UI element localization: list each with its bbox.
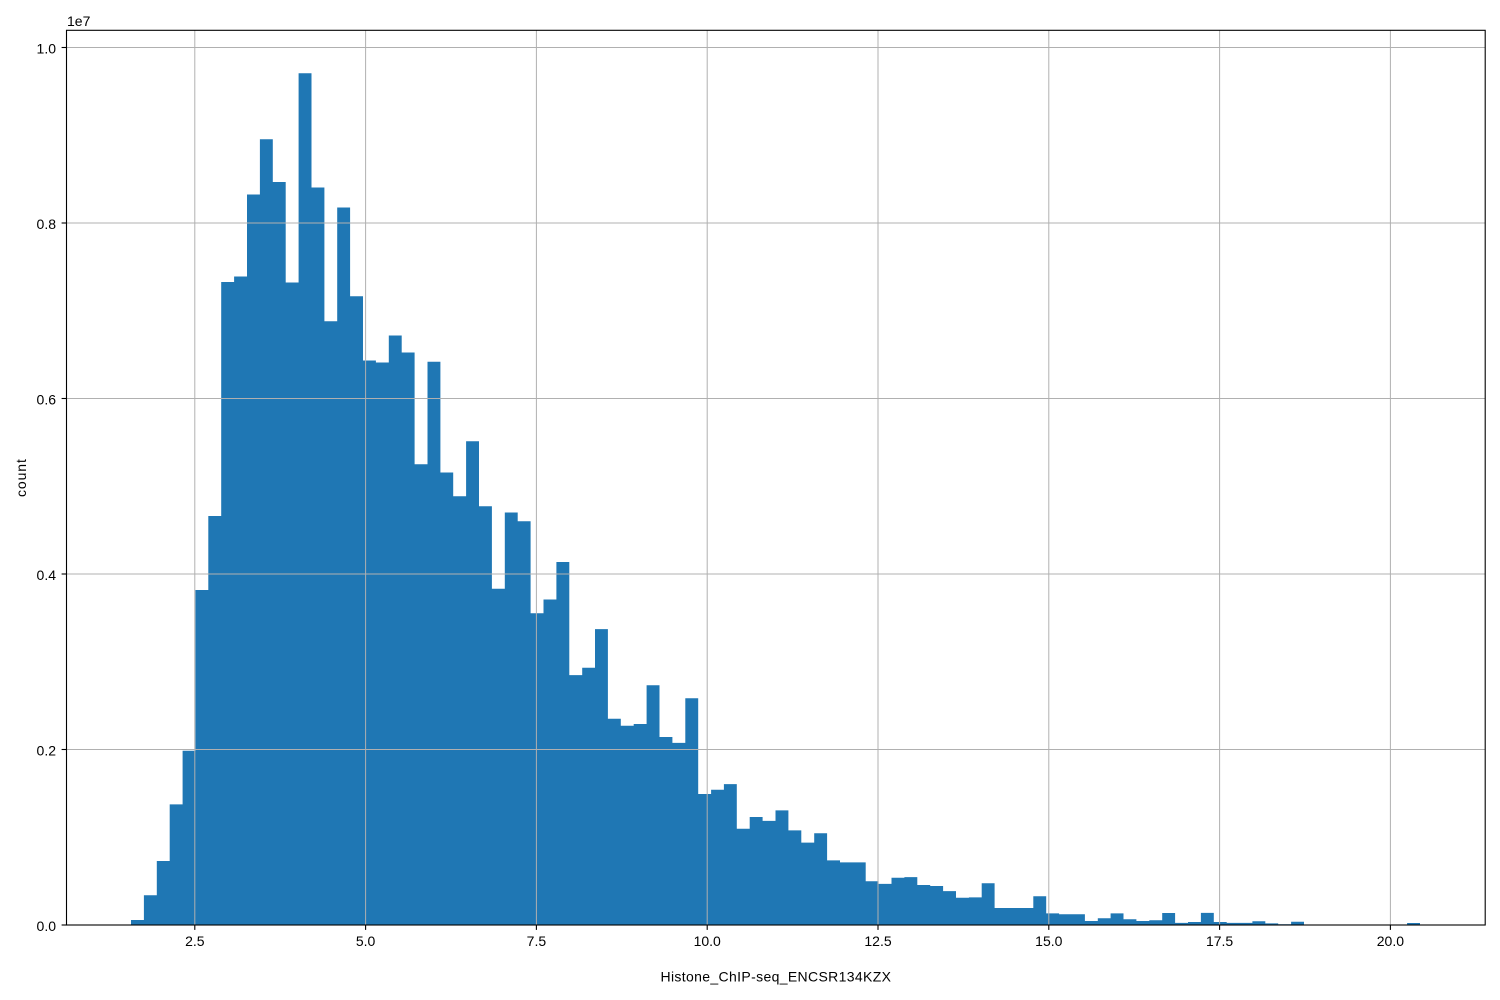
svg-text:0.0: 0.0: [37, 918, 57, 934]
svg-text:0.2: 0.2: [37, 742, 57, 758]
svg-text:0.4: 0.4: [37, 567, 57, 583]
svg-text:0.8: 0.8: [37, 216, 57, 232]
svg-text:17.5: 17.5: [1206, 933, 1233, 949]
svg-text:1.0: 1.0: [37, 40, 57, 56]
svg-text:15.0: 15.0: [1035, 933, 1062, 949]
svg-text:5.0: 5.0: [356, 933, 376, 949]
svg-text:2.5: 2.5: [185, 933, 205, 949]
svg-text:count: count: [13, 458, 29, 497]
svg-text:1e7: 1e7: [67, 13, 91, 29]
svg-text:0.6: 0.6: [37, 391, 57, 407]
svg-text:7.5: 7.5: [527, 933, 547, 949]
svg-text:20.0: 20.0: [1377, 933, 1404, 949]
svg-text:Histone_ChIP-seq_ENCSR134KZX: Histone_ChIP-seq_ENCSR134KZX: [661, 969, 892, 985]
svg-text:12.5: 12.5: [864, 933, 891, 949]
svg-text:10.0: 10.0: [694, 933, 721, 949]
